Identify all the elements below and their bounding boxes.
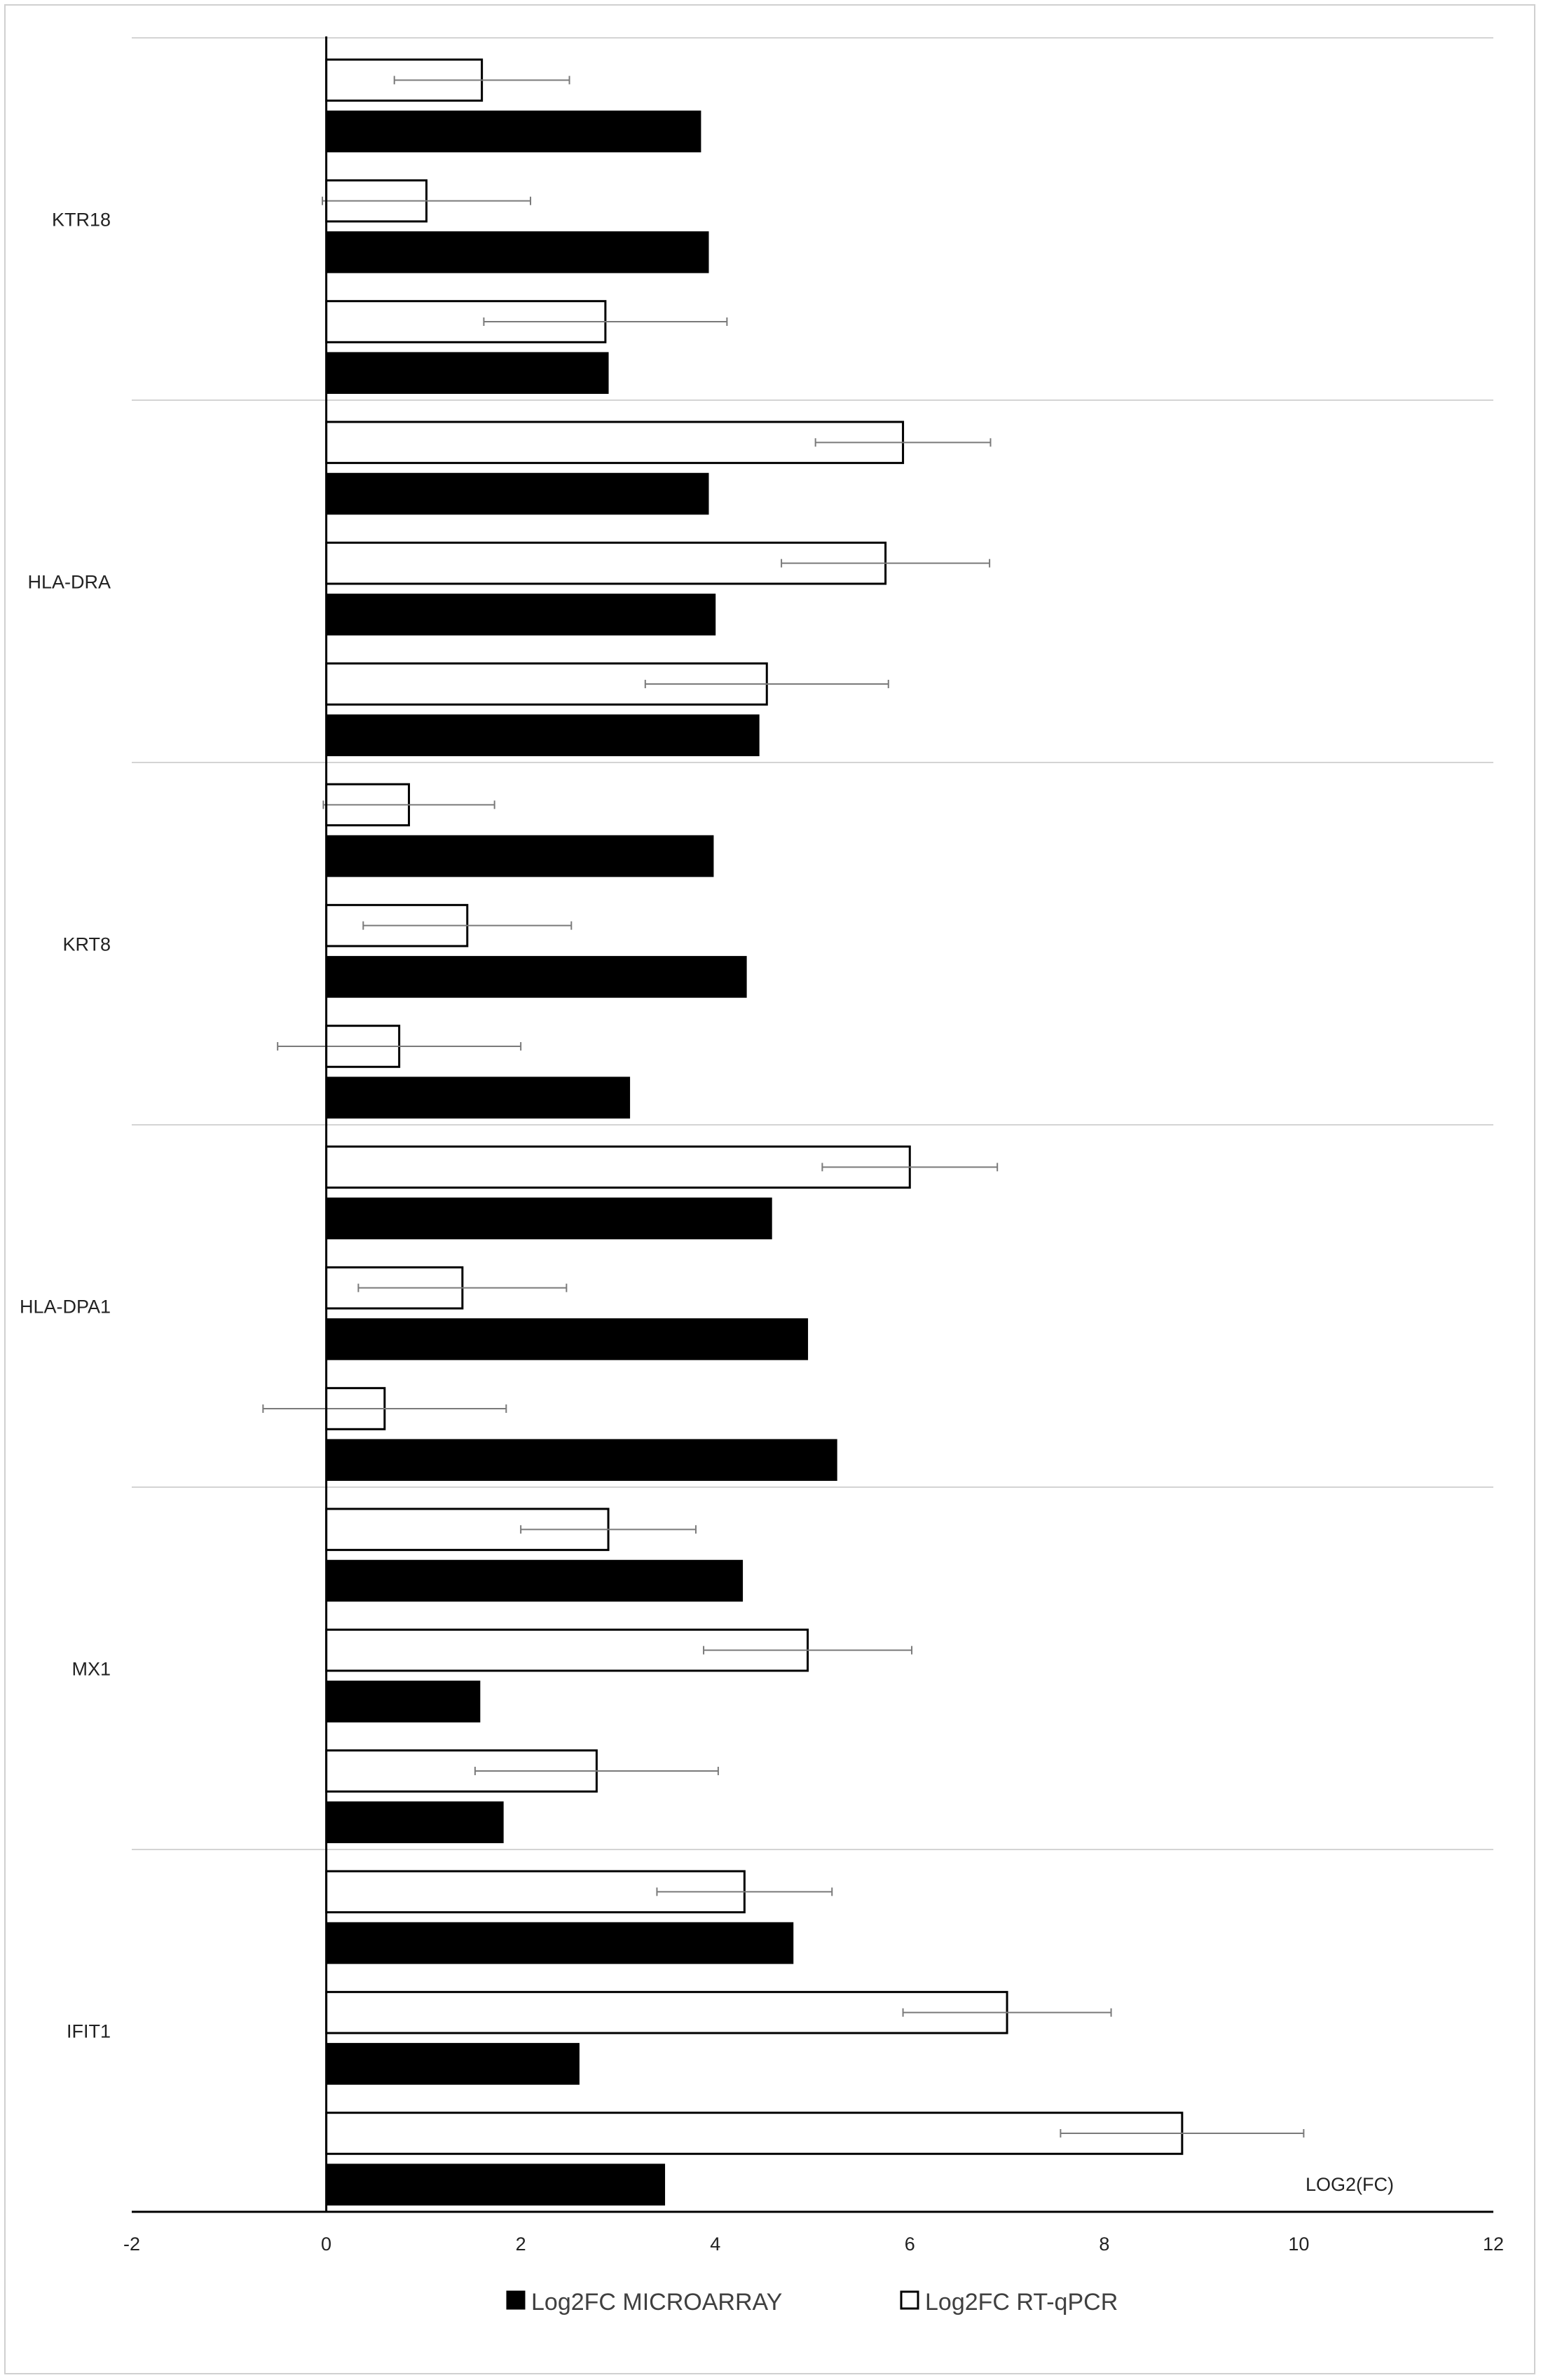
- x-tick-label: 12: [1483, 2234, 1504, 2255]
- legend-label-microarray: Log2FC MICROARRAY: [531, 2289, 782, 2316]
- category-label-mx1: MX1: [71, 1659, 111, 1680]
- bar-rtqpcr-hla-dra: [325, 420, 905, 465]
- bar-microarray-krt8: [326, 835, 714, 877]
- legend-swatch-microarray: [506, 2290, 526, 2310]
- bar-microarray-ifit1: [326, 2043, 580, 2085]
- bar-chart: KTR18 HLA-DRA KRT8 HLA-DPA1 MX1 IFIT1 -2 0 2 4 6 8 1…: [20, 36, 1504, 2316]
- bar-microarray-krt8: [326, 956, 747, 998]
- bar-microarray-ktr18: [326, 110, 701, 153]
- category-label-ifit1: IFIT1: [67, 2021, 111, 2042]
- x-tick-label: -2: [123, 2234, 140, 2255]
- bar-microarray-ktr18: [326, 231, 709, 273]
- category-label-hla-dra: HLA-DRA: [27, 572, 111, 593]
- x-tick-label: 0: [321, 2234, 331, 2255]
- bar-microarray-ifit1: [326, 1922, 794, 1964]
- bar-microarray-mx1: [326, 1801, 504, 1844]
- bar-microarray-hla-dra: [326, 472, 709, 515]
- x-axis-title: LOG2(FC): [1306, 2174, 1394, 2195]
- bar-microarray-hla-dpa1: [326, 1318, 809, 1360]
- bar-rtqpcr-hla-dpa1: [325, 1145, 911, 1189]
- x-tick-label: 2: [516, 2234, 526, 2255]
- bar-microarray-hla-dra: [326, 714, 760, 757]
- x-tick-label: 10: [1288, 2234, 1309, 2255]
- bar-microarray-ifit1: [326, 2163, 666, 2206]
- bar-rtqpcr-ifit1: [325, 2112, 1184, 2155]
- bar-microarray-mx1: [326, 1681, 481, 1723]
- legend-label-rtqpcr: Log2FC RT-qPCR: [925, 2289, 1118, 2316]
- bar-microarray-mx1: [326, 1559, 744, 1602]
- legend-swatch-rtqpcr: [900, 2290, 919, 2310]
- chart-figure: KTR18 HLA-DRA KRT8 HLA-DPA1 MX1 IFIT1 -2 0 2 4 6 8 1…: [4, 4, 1535, 2374]
- x-tick-label: 8: [1099, 2234, 1109, 2255]
- x-tick-label: 6: [905, 2234, 915, 2255]
- bar-microarray-hla-dra: [326, 594, 716, 636]
- bar-microarray-krt8: [326, 1076, 631, 1119]
- bar-microarray-hla-dpa1: [326, 1439, 837, 1482]
- bar-microarray-hla-dpa1: [326, 1197, 772, 1240]
- category-label-krt8: KRT8: [62, 934, 111, 955]
- x-tick-label: 4: [710, 2234, 720, 2255]
- category-label-ktr18: KTR18: [52, 210, 111, 231]
- category-label-hla-dpa1: HLA-DPA1: [20, 1297, 111, 1318]
- bar-microarray-ktr18: [326, 352, 609, 395]
